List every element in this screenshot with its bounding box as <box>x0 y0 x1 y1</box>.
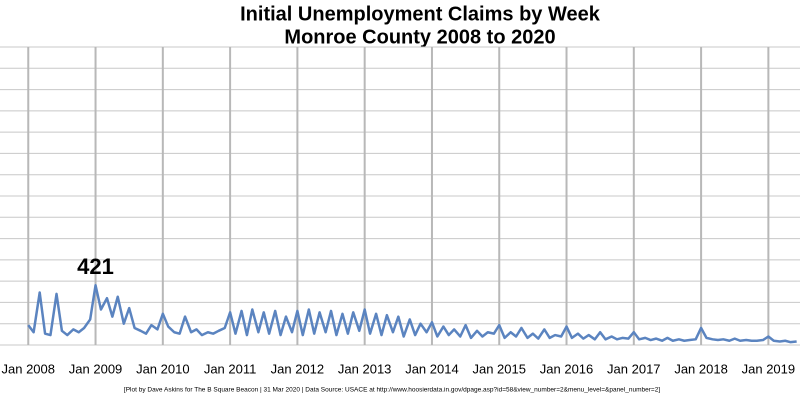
chart-subtitle: Monroe County 2008 to 2020 <box>284 26 555 48</box>
x-tick-label: Jan 2012 <box>271 361 325 376</box>
x-tick-label: Jan 2018 <box>674 361 728 376</box>
footnote: [Plot by Dave Askins for The B Square Be… <box>124 387 660 394</box>
x-tick-label: Jan 2017 <box>607 361 661 376</box>
x-tick-label: Jan 2013 <box>338 361 392 376</box>
x-tick-label: Jan 2015 <box>472 361 526 376</box>
x-tick-label: Jan 2016 <box>540 361 594 376</box>
x-tick-label: Jan 2019 <box>742 361 796 376</box>
chart-title: Initial Unemployment Claims by Week <box>240 3 601 25</box>
x-tick-label: Jan 2010 <box>136 361 190 376</box>
x-tick-label: Jan 2011 <box>204 361 257 376</box>
annotation: 421 <box>77 254 114 279</box>
x-tick-label: Jan 2014 <box>405 361 459 376</box>
x-tick-label: Jan 2008 <box>2 361 56 376</box>
data-line <box>27 284 797 344</box>
x-tick-label: Jan 2009 <box>69 361 123 376</box>
